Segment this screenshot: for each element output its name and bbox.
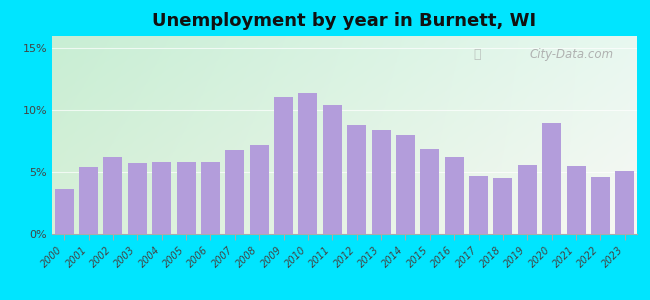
Bar [201,162,220,234]
Bar [128,164,147,234]
Bar [542,123,561,234]
Bar [103,157,122,234]
Bar [493,178,512,234]
Bar [274,97,293,234]
Bar [55,190,73,234]
Text: Ⓢ: Ⓢ [473,48,481,61]
Bar [445,157,463,234]
Bar [250,145,268,234]
Bar [567,166,586,234]
Bar [372,130,391,234]
Bar [591,177,610,234]
Bar [518,165,537,234]
Text: City-Data.com: City-Data.com [530,48,614,61]
Bar [152,162,171,234]
Bar [226,150,244,234]
Bar [469,176,488,234]
Bar [298,93,317,234]
Bar [79,167,98,234]
Bar [396,135,415,234]
Bar [347,125,366,234]
Bar [616,171,634,234]
Title: Unemployment by year in Burnett, WI: Unemployment by year in Burnett, WI [153,12,536,30]
Bar [177,162,196,234]
Bar [421,148,439,234]
Bar [323,105,342,234]
